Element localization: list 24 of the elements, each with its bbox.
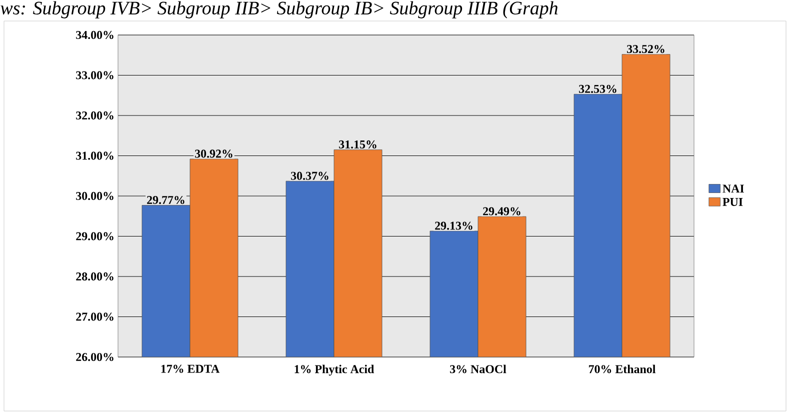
data-label: 29.49%: [483, 207, 520, 216]
x-tick-label: 1% Phytic Acid: [294, 364, 374, 376]
y-tick-label: 34.00%: [76, 30, 114, 40]
data-label: 33.52%: [627, 45, 664, 54]
y-tick-label: 32.00%: [76, 111, 114, 120]
y-tick-label: 29.00%: [76, 232, 114, 240]
data-label: 31.15%: [339, 140, 376, 149]
data-label: 29.13%: [435, 222, 472, 230]
y-tick-label: 31.00%: [76, 152, 114, 160]
y-tick-label: 26.00%: [76, 352, 114, 362]
data-label: 29.77%: [147, 196, 184, 204]
x-tick-label: 17% EDTA: [161, 364, 220, 373]
legend-label: PUI: [722, 198, 743, 206]
x-tick-label: 3% NaOCl: [450, 364, 506, 374]
data-label: 30.92%: [195, 150, 232, 158]
y-tick-label: 28.00%: [76, 272, 114, 281]
data-label: 32.53%: [579, 84, 616, 93]
x-tick-label: 70% Ethanol: [588, 364, 656, 374]
text: ws: Subgroup IVB> Subgroup IIB> Subgroup IB> Subgroup IIIB (Graph: [0, 1, 558, 18]
y-tick-label: 27.00%: [76, 312, 114, 321]
y-tick-label: 30.00%: [76, 192, 114, 200]
data-label: 30.37%: [291, 172, 328, 180]
legend-label: NAI: [722, 184, 744, 193]
y-tick-label: 33.00%: [76, 71, 114, 80]
